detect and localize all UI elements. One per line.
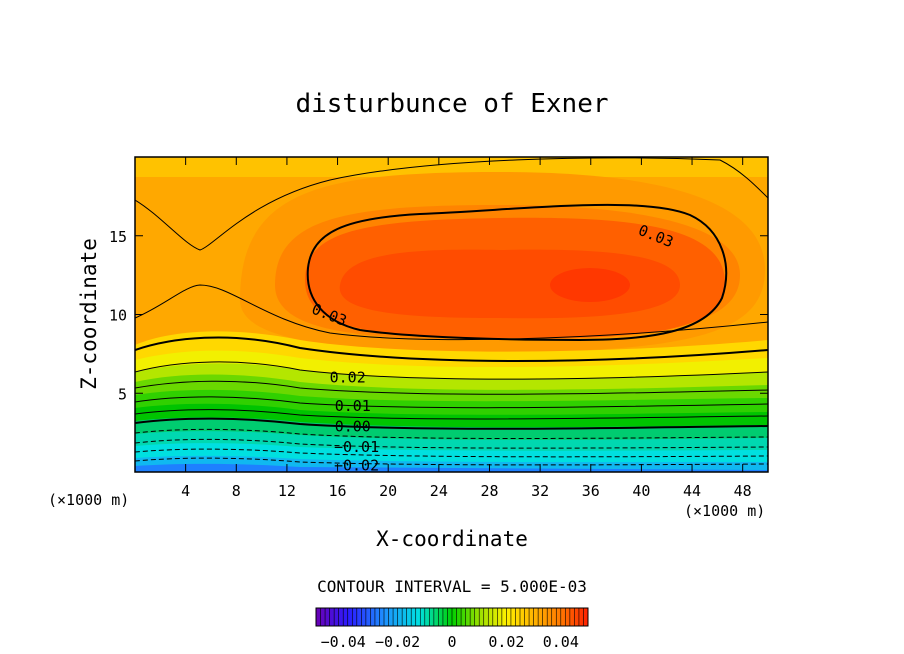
- y-tick-label: 5: [118, 385, 127, 403]
- contour-field: 0.030.030.020.010.00−0.01−0.02: [135, 157, 768, 475]
- contour-line-thin-upper: [135, 157, 768, 251]
- contour-label: −0.01: [334, 438, 379, 456]
- x-tick-label: 36: [582, 482, 600, 500]
- contour-line-neg-1: [135, 428, 768, 439]
- y-tick-label: 10: [109, 307, 127, 325]
- contour-line-0.03: [306, 203, 728, 342]
- x-tick-label: 44: [683, 482, 701, 500]
- colorbar-tick-label: −0.02: [375, 633, 420, 651]
- colorbar-tick-label: 0: [447, 633, 456, 651]
- contour-line-neg-0.02: [135, 457, 768, 466]
- colorbar-tick-label: 0.04: [543, 633, 579, 651]
- contour-line-0.01: [135, 396, 768, 409]
- band-top-yellow: [135, 157, 768, 177]
- x-tick-label: 28: [480, 482, 498, 500]
- x-units-left: (×1000 m): [48, 491, 129, 509]
- x-tick-label: 32: [531, 482, 549, 500]
- contour-interval-label: CONTOUR INTERVAL = 5.000E-03: [317, 577, 587, 596]
- band-peak: [550, 268, 630, 302]
- x-tick-label: 48: [734, 482, 752, 500]
- contour-label: 0.02: [330, 369, 366, 387]
- y-axis: 5 10 15: [109, 228, 768, 403]
- y-units-right: (×1000 m): [684, 502, 765, 520]
- contour-line-mid-1: [135, 380, 768, 395]
- x-tick-label: 16: [329, 482, 347, 500]
- contour-line-thin-lower: [135, 284, 768, 341]
- x-tick-label: 20: [379, 482, 397, 500]
- y-axis-label: Z-coordinate: [77, 238, 101, 390]
- contour-line-mid-2: [135, 409, 768, 420]
- band-blue: [135, 463, 768, 472]
- colorbar-tick-label: −0.04: [321, 633, 366, 651]
- contour-line-0.02: [135, 361, 768, 380]
- y-tick-label: 15: [109, 228, 127, 246]
- contour-label: 0.00: [335, 417, 371, 435]
- x-tick-label: 8: [232, 482, 241, 500]
- contour-line-0.00: [135, 417, 768, 430]
- colorbar-labels: −0.04 −0.02 0 0.02 0.04: [321, 633, 579, 651]
- contour-line-neg-2: [135, 448, 768, 458]
- colorbar: −0.04 −0.02 0 0.02 0.04: [315, 607, 589, 651]
- contour-line-neg-0.01: [135, 438, 768, 449]
- x-tick-label: 40: [632, 482, 650, 500]
- x-axis: 4 8 12 16 20 24 28 32 36 40 44 48: [181, 157, 752, 500]
- negative-contours: [135, 428, 768, 466]
- contour-line-upper-bold: [135, 336, 768, 362]
- x-tick-label: 4: [181, 482, 190, 500]
- contour-lines: [135, 157, 768, 466]
- contour-label: −0.02: [334, 457, 379, 475]
- colorbar-tick-label: 0.02: [488, 633, 524, 651]
- contour-label: 0.01: [335, 397, 371, 415]
- x-axis-label: X-coordinate: [376, 527, 528, 551]
- x-tick-label: 24: [430, 482, 448, 500]
- colorbar-stripes: [320, 608, 584, 626]
- chart-title: disturbunce of Exner: [295, 89, 608, 119]
- x-tick-label: 12: [278, 482, 296, 500]
